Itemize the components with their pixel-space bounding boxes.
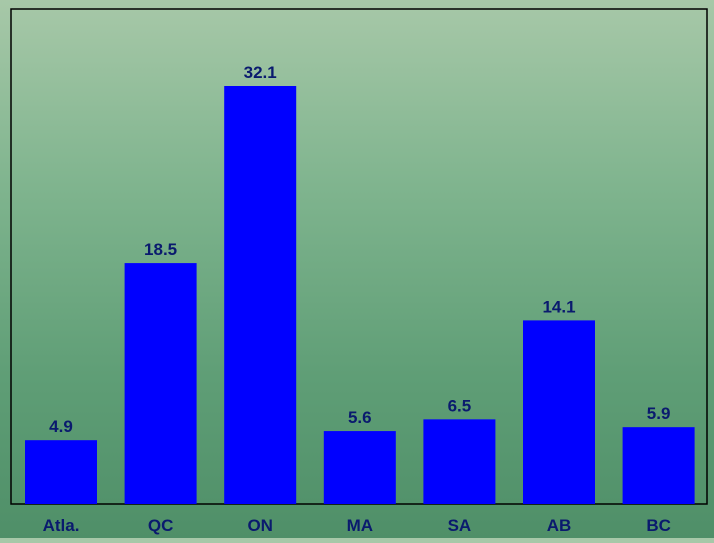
bar-bc xyxy=(622,427,695,504)
bar-ma xyxy=(323,431,396,504)
plot-frame xyxy=(10,8,708,505)
data-label: 32.1 xyxy=(244,63,277,82)
data-label: 6.5 xyxy=(448,396,472,415)
x-tick-label: AB xyxy=(547,516,572,535)
x-tick-label: SA xyxy=(448,516,472,535)
bar-qc xyxy=(124,263,197,504)
x-tick-label: BC xyxy=(646,516,671,535)
bar-atla xyxy=(25,440,97,504)
data-label: 14.1 xyxy=(542,297,575,316)
bar-ab xyxy=(523,320,595,504)
x-tick-label: ON xyxy=(247,516,273,535)
x-tick-label: QC xyxy=(148,516,174,535)
data-label: 5.6 xyxy=(348,408,372,427)
bar-sa xyxy=(423,419,496,504)
bar-on xyxy=(224,86,297,504)
x-tick-label: MA xyxy=(347,516,373,535)
data-label: 5.9 xyxy=(647,404,671,423)
data-label: 18.5 xyxy=(144,240,177,259)
x-tick-label: Atla. xyxy=(43,516,80,535)
data-label: 4.9 xyxy=(49,417,73,436)
